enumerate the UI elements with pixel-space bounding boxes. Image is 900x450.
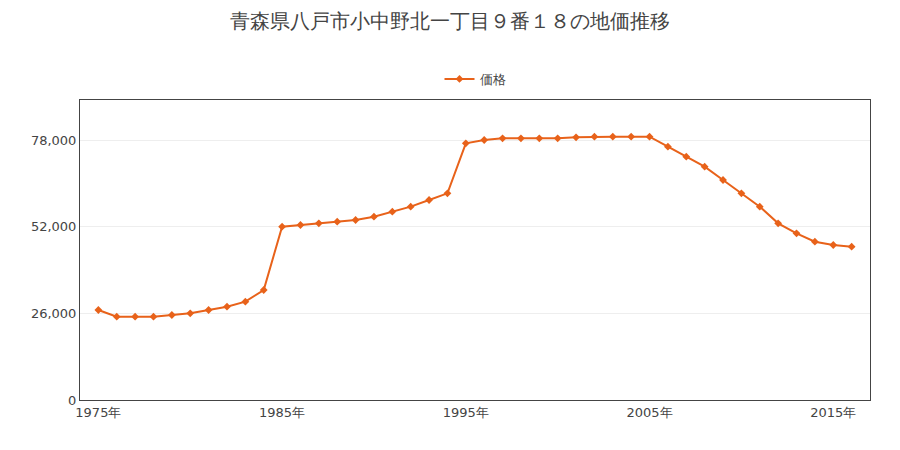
svg-text:価格: 価格	[480, 72, 506, 87]
svg-text:2015年: 2015年	[810, 405, 856, 420]
svg-text:0: 0	[68, 393, 76, 408]
svg-text:78,000: 78,000	[31, 133, 77, 148]
svg-text:1995年: 1995年	[443, 405, 489, 420]
svg-text:26,000: 26,000	[31, 306, 77, 321]
svg-text:52,000: 52,000	[31, 219, 77, 234]
svg-text:1985年: 1985年	[259, 405, 305, 420]
svg-text:2005年: 2005年	[626, 405, 672, 420]
svg-text:1975年: 1975年	[75, 405, 121, 420]
svg-text:青森県八戸市小中野北一丁目９番１８の地価推移: 青森県八戸市小中野北一丁目９番１８の地価推移	[230, 9, 670, 33]
